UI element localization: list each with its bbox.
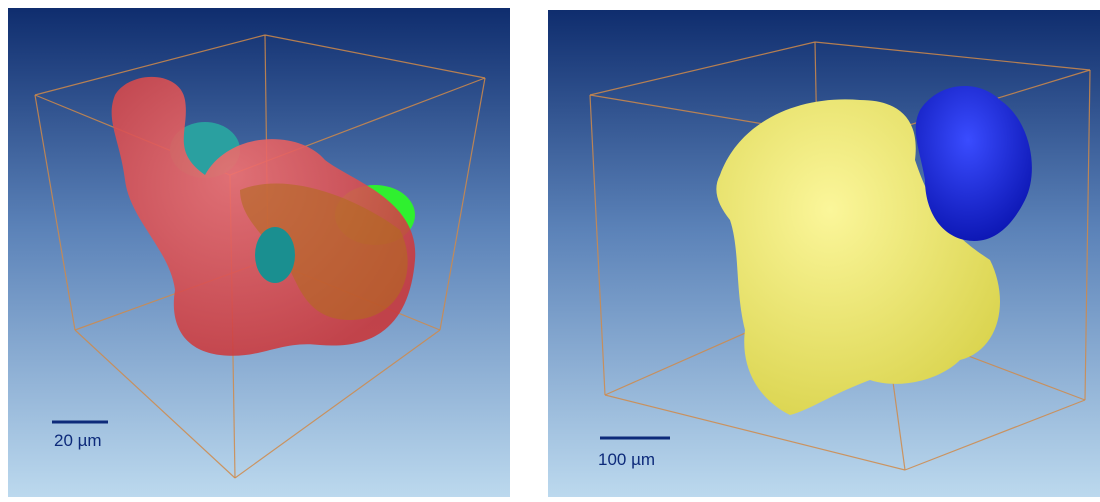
scale-bar-label: 20 µm [54, 431, 102, 450]
cyan-hole [255, 227, 295, 283]
right-panel: 100 µm [548, 10, 1100, 497]
page: 20 µm 100 µm (() => { const data = JSON.… [0, 0, 1100, 502]
scale-bar-label: 100 µm [598, 450, 655, 469]
left-panel: 20 µm [8, 8, 510, 497]
figure: 20 µm 100 µm [0, 0, 1100, 497]
